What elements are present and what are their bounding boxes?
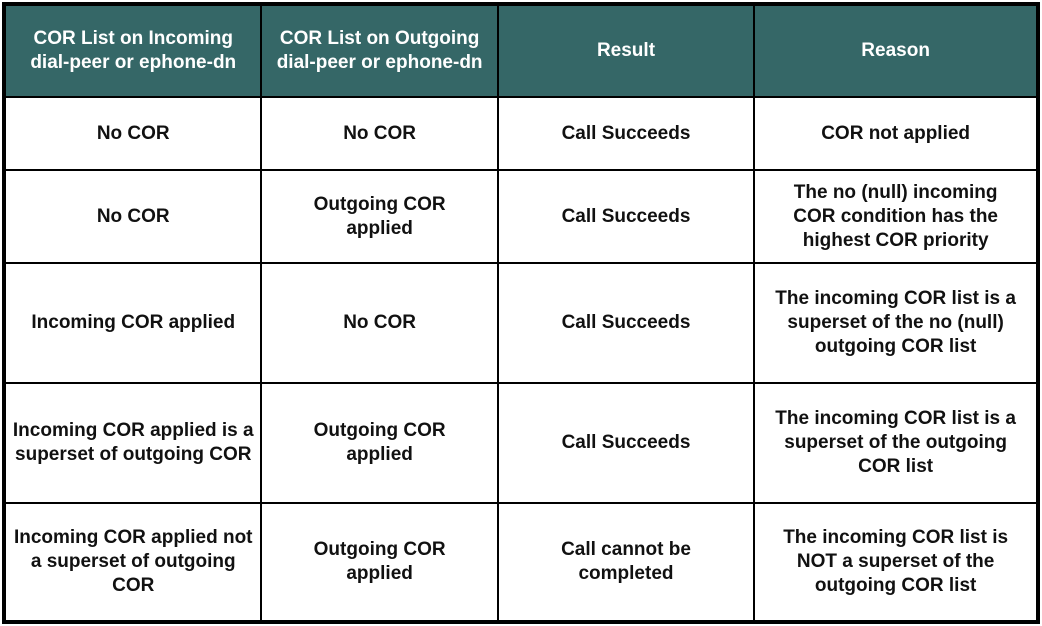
cell-incoming: No COR	[2, 169, 263, 264]
cell-outgoing: Outgoing COR applied	[260, 502, 499, 623]
header-outgoing-cor: COR List on Outgoing dial-peer or ephone…	[260, 3, 499, 98]
table-row: Incoming COR applied No COR Call Succeed…	[2, 262, 1039, 384]
cell-result: Call Succeeds	[496, 262, 756, 384]
cell-reason: The incoming COR list is NOT a superset …	[753, 502, 1039, 623]
cell-outgoing: Outgoing COR applied	[260, 382, 499, 504]
cell-incoming: Incoming COR applied is a superset of ou…	[2, 382, 263, 504]
table-row: No COR No COR Call Succeeds COR not appl…	[2, 96, 1039, 171]
cell-outgoing: No COR	[260, 262, 499, 384]
cell-reason: The no (null) incoming COR condition has…	[753, 169, 1039, 264]
table-header: COR List on Incoming dial-peer or ephone…	[2, 3, 1039, 98]
table-row: Incoming COR applied is a superset of ou…	[2, 382, 1039, 504]
cell-result: Call cannot be completed	[496, 502, 756, 623]
header-reason: Reason	[753, 3, 1039, 98]
cell-incoming: No COR	[2, 96, 263, 171]
cell-result: Call Succeeds	[496, 96, 756, 171]
cell-outgoing: Outgoing COR applied	[260, 169, 499, 264]
cell-reason: COR not applied	[753, 96, 1039, 171]
cell-outgoing: No COR	[260, 96, 499, 171]
table-row: Incoming COR applied not a superset of o…	[2, 502, 1039, 623]
table-row: No COR Outgoing COR applied Call Succeed…	[2, 169, 1039, 264]
cell-result: Call Succeeds	[496, 169, 756, 264]
cell-reason: The incoming COR list is a superset of t…	[753, 382, 1039, 504]
header-incoming-cor: COR List on Incoming dial-peer or ephone…	[2, 3, 263, 98]
header-result: Result	[496, 3, 756, 98]
cell-reason: The incoming COR list is a superset of t…	[753, 262, 1039, 384]
cell-incoming: Incoming COR applied	[2, 262, 263, 384]
cell-incoming: Incoming COR applied not a superset of o…	[2, 502, 263, 623]
cell-result: Call Succeeds	[496, 382, 756, 504]
